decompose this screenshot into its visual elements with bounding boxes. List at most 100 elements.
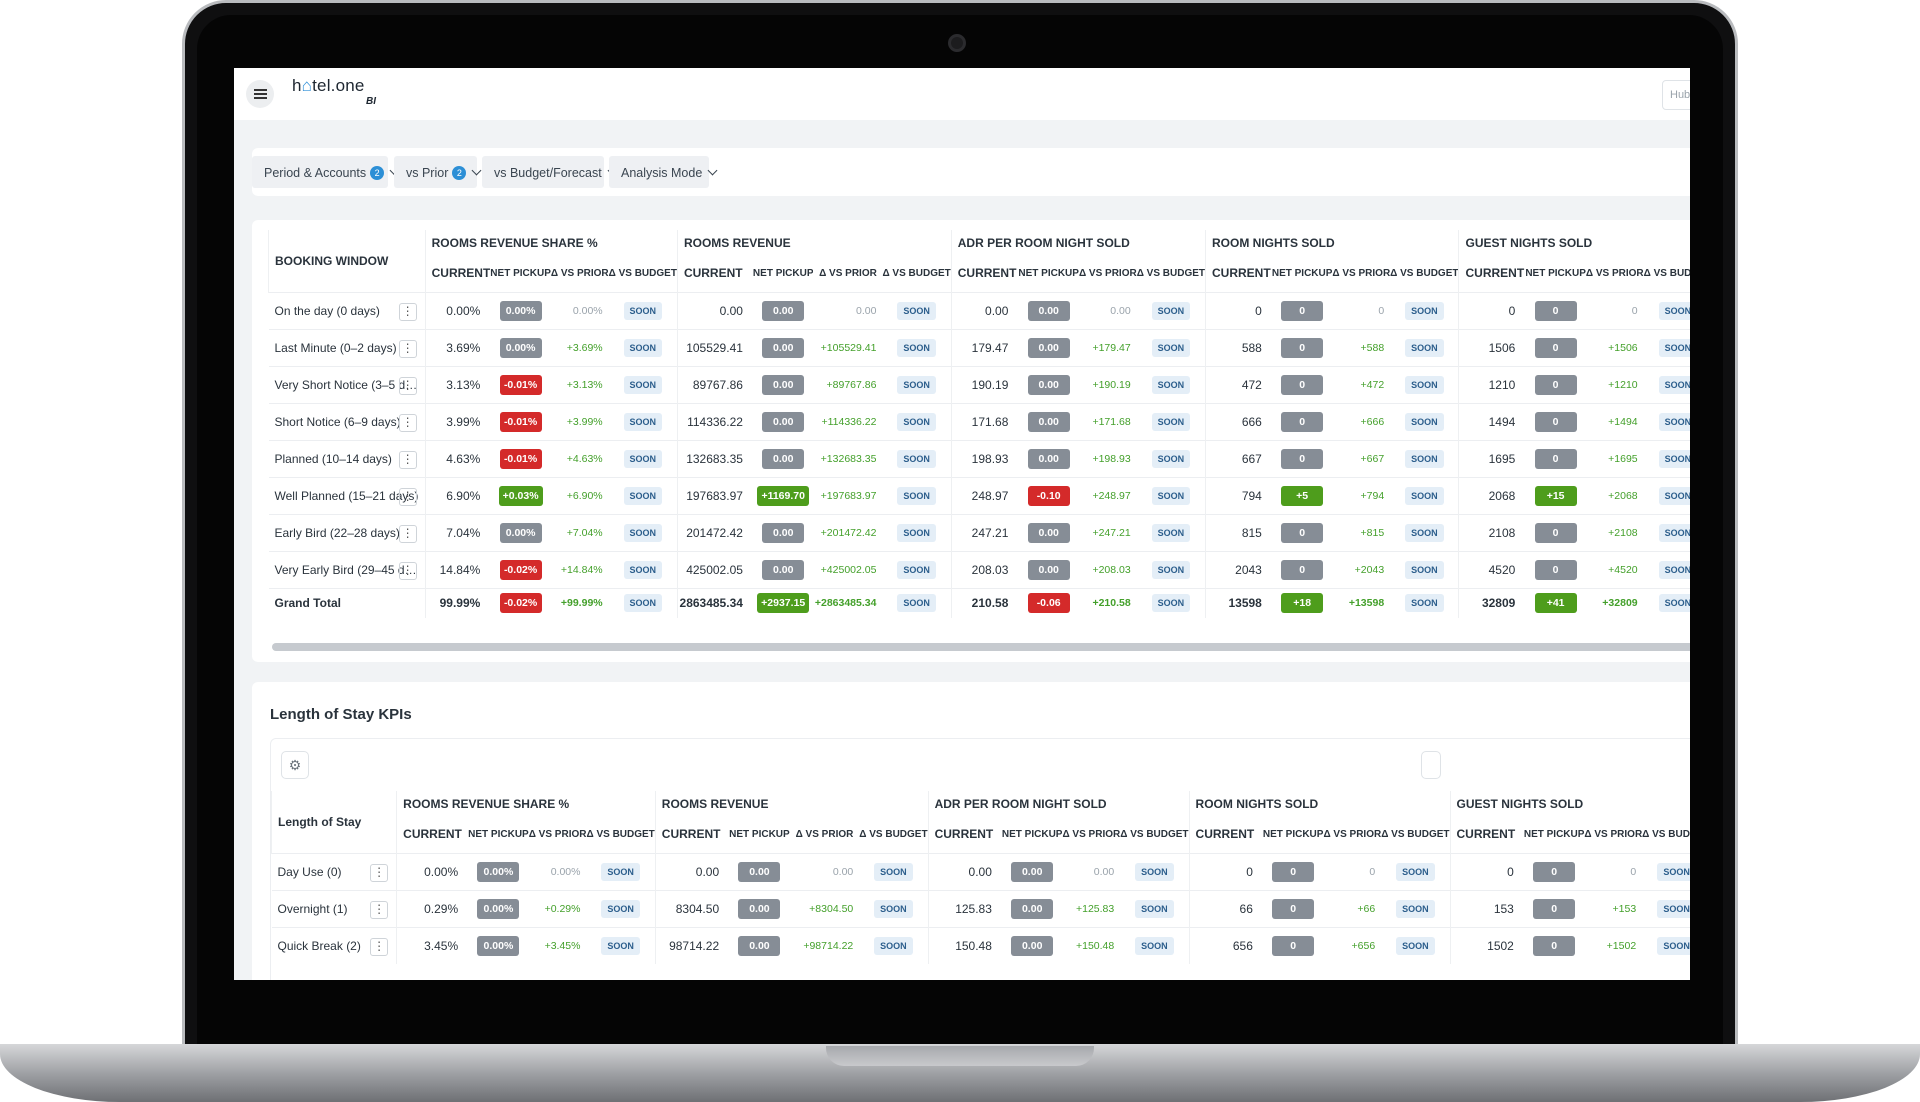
- vs-budget-cell: SOON: [1137, 366, 1206, 403]
- row-menu-icon[interactable]: ⋮: [398, 524, 417, 543]
- hamburger-menu-icon[interactable]: [246, 80, 274, 108]
- vs-prior-value: +2108: [1608, 526, 1638, 539]
- vs-prior-value: +667: [1360, 452, 1385, 465]
- vs-budget-cell: SOON: [1644, 440, 1690, 477]
- group-header: ROOMS REVENUE SHARE %: [424, 230, 678, 256]
- panel-action[interactable]: [1421, 751, 1441, 779]
- net-pickup-cell: 0.00%: [490, 329, 551, 366]
- horizontal-scrollbar[interactable]: [272, 643, 1690, 651]
- current-value: 2068: [1458, 477, 1526, 514]
- soon-badge: SOON: [1657, 899, 1690, 918]
- current-value: 0: [1449, 853, 1524, 890]
- net-pickup-pill: 0: [1534, 374, 1577, 395]
- vs-prior-value: +201472.42: [820, 526, 877, 539]
- hub-button[interactable]: Hub: [1662, 80, 1690, 110]
- vs-budget-cell: SOON: [1642, 927, 1690, 964]
- group-header: ROOM NIGHTS SOLD: [1205, 230, 1459, 256]
- vs-prior-value: +1695: [1608, 452, 1638, 465]
- vs-prior-value: +105529.41: [820, 341, 877, 354]
- net-pickup-cell: 0.00: [753, 514, 814, 551]
- filter-period-accounts[interactable]: Period & Accounts 2: [252, 156, 400, 188]
- vs-budget-cell: SOON: [609, 440, 678, 477]
- net-pickup-cell: +18: [1272, 588, 1333, 618]
- net-pickup-cell: 0.00: [1002, 890, 1063, 927]
- vs-prior-value: 0.00: [1110, 304, 1131, 317]
- vs-prior-value: +210.58: [1092, 597, 1131, 610]
- gear-icon[interactable]: ⚙: [281, 751, 309, 779]
- soon-badge: SOON: [1405, 301, 1444, 320]
- vs-prior-value: +7.04%: [566, 526, 603, 539]
- soon-badge: SOON: [897, 412, 936, 431]
- current-header: CURRENT: [676, 256, 753, 292]
- row-menu-icon[interactable]: ⋮: [370, 863, 389, 882]
- net-pickup-cell: 0.00: [753, 551, 814, 588]
- soon-badge: SOON: [1657, 936, 1690, 955]
- soon-badge: SOON: [623, 486, 663, 505]
- row-label: Last Minute (0–2 days) ⋮: [269, 329, 426, 366]
- current-header: CURRENT: [1458, 256, 1526, 292]
- net-pickup-header: NET PICKUP: [1523, 829, 1585, 841]
- filter-vs-prior[interactable]: vs Prior 2: [394, 156, 482, 188]
- vs-prior-header: Δ VS PRIOR: [1323, 829, 1382, 841]
- group-header: ROOMS REVENUE: [654, 791, 929, 817]
- group-header: ADR PER ROOM NIGHT SOLD: [927, 791, 1190, 817]
- vs-prior-value: +4.63%: [566, 452, 603, 465]
- row-menu-icon[interactable]: ⋮: [398, 561, 417, 580]
- row-menu-icon[interactable]: ⋮: [398, 413, 417, 432]
- net-pickup-pill: +5: [1281, 485, 1324, 506]
- vs-prior-value: +6.90%: [566, 489, 603, 502]
- row-menu-icon[interactable]: ⋮: [398, 450, 417, 469]
- current-value: 0.00%: [396, 853, 469, 890]
- row-label: On the day (0 days) ⋮: [269, 292, 426, 329]
- row-menu-icon[interactable]: ⋮: [398, 487, 417, 506]
- net-pickup-cell: 0.00: [1018, 440, 1079, 477]
- vs-budget-header: Δ VS BUDGET: [1643, 268, 1690, 280]
- net-pickup-cell: 0: [1525, 329, 1586, 366]
- current-value: 13598: [1205, 588, 1272, 618]
- group-header: ROOM NIGHTS SOLD: [1188, 791, 1451, 817]
- current-value: 1695: [1458, 440, 1526, 477]
- top-bar: h⌂tel.one BI Hub: [234, 68, 1690, 120]
- vs-prior-value: +1506: [1608, 341, 1638, 354]
- current-value: 105529.41: [676, 329, 753, 366]
- net-pickup-pill: -0.06: [1027, 593, 1070, 614]
- soon-badge: SOON: [1405, 338, 1444, 357]
- current-value: 114336.22: [676, 403, 753, 440]
- table-row: Very Short Notice (3–5 d… ⋮ 3.13% -0.01% +3.…: [268, 366, 1690, 403]
- net-pickup-cell: -0.01%: [490, 403, 551, 440]
- vs-budget-cell: SOON: [1120, 853, 1189, 890]
- net-pickup-pill: 0.00: [738, 861, 781, 882]
- net-pickup-pill: 0.00: [1011, 898, 1054, 919]
- filter-vs-budget[interactable]: vs Budget/Forecast: [482, 156, 618, 188]
- row-label-text: Very Short Notice (3–5 d…: [274, 377, 418, 392]
- vs-budget-cell: SOON: [1642, 853, 1690, 890]
- row-menu-icon[interactable]: ⋮: [398, 376, 417, 395]
- row-menu-icon[interactable]: ⋮: [398, 302, 417, 321]
- row-menu-icon[interactable]: ⋮: [398, 339, 417, 358]
- net-pickup-cell: 0.00: [753, 403, 814, 440]
- current-value: 794: [1205, 477, 1272, 514]
- vs-prior-header: Δ VS PRIOR: [528, 829, 587, 841]
- net-pickup-cell: 0: [1525, 440, 1586, 477]
- table-row: Quick Break (2) ⋮ 3.45% 0.00% +3.45% SOON 9871…: [271, 927, 1690, 964]
- filter-analysis-mode[interactable]: Analysis Mode: [609, 156, 718, 188]
- vs-budget-cell: SOON: [609, 366, 678, 403]
- soon-badge: SOON: [1151, 486, 1191, 505]
- net-pickup-cell: 0.00: [1018, 514, 1079, 551]
- row-menu-icon[interactable]: ⋮: [370, 900, 389, 919]
- soon-badge: SOON: [1135, 899, 1174, 918]
- net-pickup-cell: 0: [1272, 403, 1333, 440]
- net-pickup-pill: 0.00%: [477, 898, 520, 919]
- vs-budget-header: Δ VS BUDGET: [586, 829, 655, 841]
- net-pickup-pill: 0: [1533, 898, 1576, 919]
- net-pickup-pill: 0: [1534, 337, 1577, 358]
- vs-prior-header: Δ VS PRIOR: [550, 268, 609, 280]
- vs-budget-cell: SOON: [1381, 853, 1450, 890]
- net-pickup-header: NET PICKUP: [1262, 829, 1324, 841]
- row-menu-icon[interactable]: ⋮: [370, 937, 389, 956]
- group-header: GUEST NIGHTS SOLD: [1458, 230, 1690, 256]
- current-value: 66: [1188, 890, 1263, 927]
- vs-budget-cell: SOON: [1644, 514, 1690, 551]
- vs-prior-value: 0: [1378, 304, 1385, 317]
- vs-budget-cell: SOON: [1642, 890, 1690, 927]
